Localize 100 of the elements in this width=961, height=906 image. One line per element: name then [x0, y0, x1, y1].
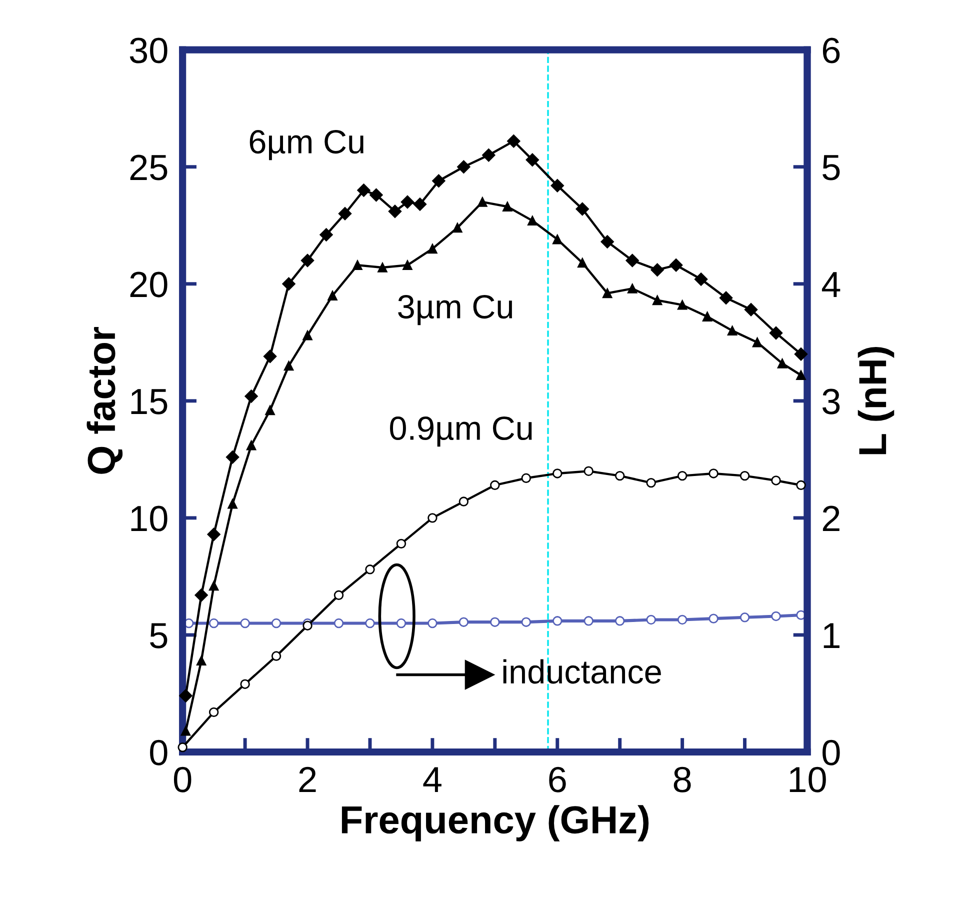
- point: [646, 614, 656, 625]
- point: [196, 656, 206, 666]
- point: [207, 528, 220, 541]
- y-tick-label: 30: [130, 38, 168, 64]
- point: [627, 284, 638, 294]
- point: [240, 679, 250, 689]
- y-tick-label: 25: [130, 154, 168, 180]
- point: [578, 258, 588, 268]
- point: [708, 468, 718, 478]
- y-tick-label: 0: [150, 740, 168, 766]
- annotation: 0.9µm Cu: [390, 416, 532, 447]
- point: [370, 188, 383, 202]
- x-tick-label: 2: [299, 766, 316, 792]
- point: [576, 202, 589, 216]
- y-tick-label: 5: [150, 623, 168, 648]
- point: [428, 513, 438, 523]
- point: [584, 466, 594, 476]
- point: [179, 689, 192, 702]
- point: [432, 174, 446, 188]
- point: [550, 178, 564, 192]
- y-axis-title: Q factor: [86, 326, 123, 474]
- point: [365, 618, 375, 628]
- point: [328, 290, 338, 300]
- point: [244, 390, 258, 403]
- y-tick-label: 15: [131, 389, 168, 414]
- point: [457, 160, 470, 174]
- annotation: 6µm Cu: [250, 130, 364, 160]
- x-tick-label: 10: [790, 766, 826, 792]
- point: [284, 360, 294, 371]
- y2-tick-label: 0: [822, 740, 840, 766]
- x-tick-label: 0: [174, 766, 192, 792]
- point: [584, 616, 594, 626]
- point: [552, 468, 562, 478]
- point: [719, 291, 733, 305]
- point: [334, 590, 344, 600]
- point: [334, 618, 344, 628]
- point: [740, 470, 750, 481]
- point: [744, 303, 758, 316]
- point: [300, 254, 314, 268]
- point: [265, 405, 275, 416]
- point: [302, 620, 312, 630]
- point: [528, 216, 538, 226]
- point: [796, 480, 806, 490]
- point: [208, 618, 219, 628]
- point: [769, 326, 783, 340]
- point: [727, 326, 738, 336]
- x-tick-label: 8: [674, 766, 691, 792]
- point: [771, 476, 781, 486]
- y2-tick-label: 6: [822, 38, 840, 64]
- point: [320, 228, 333, 242]
- point: [263, 350, 277, 364]
- point: [226, 450, 240, 464]
- point: [552, 616, 562, 626]
- point: [413, 198, 427, 211]
- point: [357, 184, 370, 197]
- point: [600, 235, 614, 248]
- annotation: inductance: [503, 659, 661, 684]
- point: [271, 618, 282, 628]
- point: [194, 588, 208, 602]
- point: [652, 295, 662, 306]
- y-tick-label: 20: [130, 272, 168, 298]
- point: [271, 651, 282, 661]
- point: [352, 260, 362, 270]
- point: [282, 277, 296, 290]
- point: [180, 726, 191, 736]
- point: [771, 611, 781, 622]
- point: [400, 195, 414, 209]
- point: [402, 260, 412, 270]
- point: [396, 618, 406, 628]
- point: [458, 496, 469, 506]
- y2-axis-title: L (nH): [858, 347, 894, 454]
- point: [452, 222, 462, 233]
- point: [507, 134, 520, 148]
- point: [428, 244, 438, 254]
- point: [246, 440, 256, 450]
- point: [478, 197, 488, 207]
- x-axis-title: Frequency (GHz): [342, 805, 649, 842]
- x-tick-label: 4: [423, 767, 442, 792]
- point: [552, 234, 562, 244]
- y2-tick-label: 2: [822, 506, 840, 532]
- point: [677, 470, 688, 481]
- point: [777, 358, 788, 368]
- point: [338, 207, 352, 220]
- point: [208, 580, 219, 591]
- point: [490, 480, 500, 490]
- y2-tick-label: 4: [822, 272, 840, 297]
- point: [708, 614, 718, 624]
- point: [796, 370, 806, 380]
- point: [646, 478, 656, 488]
- point: [178, 742, 188, 752]
- annotation: 3µm Cu: [398, 294, 512, 326]
- x-tick-label: 6: [549, 766, 566, 792]
- point: [614, 470, 625, 481]
- point: [208, 707, 219, 718]
- y2-tick-label: 3: [822, 388, 840, 414]
- point: [228, 499, 238, 509]
- point: [521, 473, 532, 484]
- y2-tick-label: 1: [824, 623, 840, 648]
- point: [428, 618, 438, 628]
- point: [669, 258, 683, 272]
